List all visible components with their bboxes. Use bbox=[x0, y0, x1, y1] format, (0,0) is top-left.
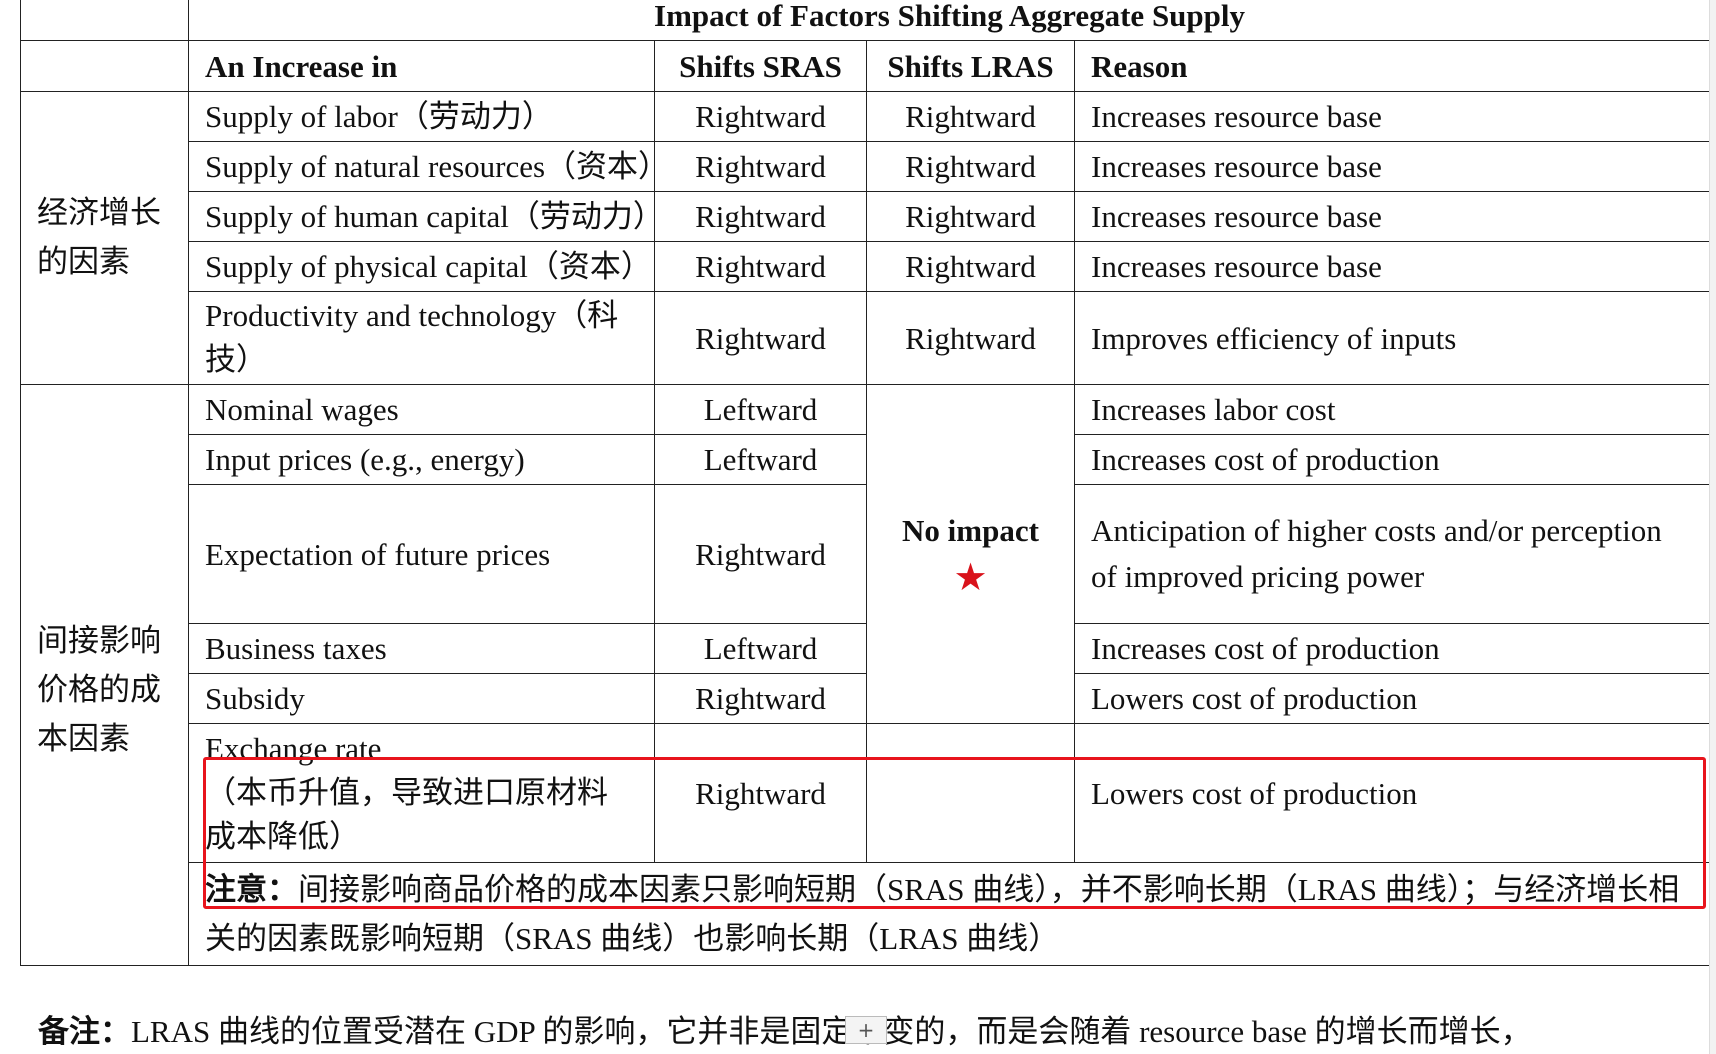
factor-exchange-rate: Exchange rate bbox=[205, 731, 382, 766]
table-title: Impact of Factors Shifting Aggregate Sup… bbox=[187, 0, 1712, 41]
table-row: Business taxes Leftward Increases cost o… bbox=[21, 623, 1712, 674]
table-row: Supply of human capital（劳动力） Rightward R… bbox=[21, 191, 1712, 242]
sras-cell: Rightward bbox=[654, 191, 867, 242]
reason-cell: Increases resource base bbox=[1073, 191, 1712, 242]
lras-cell: Rightward bbox=[866, 241, 1075, 292]
note-cell: 注意：间接影响商品价格的成本因素只影响短期（SRAS 曲线），并不影响长期（LR… bbox=[187, 862, 1712, 966]
factor-cell: Input prices (e.g., energy) bbox=[188, 434, 655, 485]
scrollbar[interactable] bbox=[1709, 0, 1716, 1054]
sras-cell: Leftward bbox=[654, 384, 867, 435]
aggregate-supply-table: Impact of Factors Shifting Aggregate Sup… bbox=[20, 0, 1712, 966]
table-row: Exchange rate （本币升值，导致进口原材料成本降低） Rightwa… bbox=[21, 723, 1712, 863]
header-reason: Reason bbox=[1073, 40, 1712, 92]
lras-no-impact-cell: No impact ★ bbox=[866, 384, 1075, 724]
footer-remark: 备注：LRAS 曲线的位置受潜在 GDP 的影响，它并非是固定不变的，而是会随着… bbox=[38, 1010, 1532, 1054]
footer-label: 备注： bbox=[38, 1014, 131, 1049]
sras-cell: Rightward bbox=[654, 673, 867, 724]
header-lras: Shifts LRAS bbox=[866, 40, 1075, 92]
factor-cell: Business taxes bbox=[188, 623, 655, 674]
group-label-cost: 间接影响价格的成本因素 bbox=[20, 384, 189, 966]
table-row: Productivity and technology（科技） Rightwar… bbox=[21, 291, 1712, 385]
title-row: Impact of Factors Shifting Aggregate Sup… bbox=[20, 0, 1712, 41]
reason-cell: Increases resource base bbox=[1073, 241, 1712, 292]
factor-cell: Nominal wages bbox=[188, 384, 655, 435]
lras-cell: Rightward bbox=[866, 291, 1075, 385]
group-label-growth: 经济增长的因素 bbox=[20, 91, 189, 385]
reason-cell: Lowers cost of production bbox=[1073, 673, 1712, 724]
factor-cell: Supply of physical capital（资本） bbox=[188, 241, 655, 292]
table-row: 经济增长的因素 Supply of labor（劳动力） Rightward R… bbox=[20, 91, 1712, 385]
reason-cell: Anticipation of higher costs and/or perc… bbox=[1073, 484, 1712, 624]
note-row: 注意：间接影响商品价格的成本因素只影响短期（SRAS 曲线），并不影响长期（LR… bbox=[21, 862, 1712, 966]
lras-cell: Rightward bbox=[866, 191, 1075, 242]
title-blank-cell bbox=[20, 0, 189, 41]
reason-cell: Increases cost of production bbox=[1073, 623, 1712, 674]
lras-cell: Rightward bbox=[866, 91, 1075, 142]
table-row: Supply of physical capital（资本） Rightward… bbox=[21, 241, 1712, 292]
table-row: Expectation of future prices Rightward A… bbox=[21, 484, 1712, 624]
note-text: 间接影响商品价格的成本因素只影响短期（SRAS 曲线），并不影响长期（LRAS … bbox=[205, 872, 1680, 956]
factor-cell: Expectation of future prices bbox=[188, 484, 655, 624]
sras-cell: Leftward bbox=[654, 434, 867, 485]
header-row: An Increase in Shifts SRAS Shifts LRAS R… bbox=[20, 40, 1712, 92]
add-button[interactable]: + bbox=[845, 1016, 887, 1044]
factor-cell: Exchange rate （本币升值，导致进口原材料成本降低） bbox=[188, 723, 655, 863]
sras-cell: Rightward bbox=[654, 141, 867, 192]
reason-cell: Lowers cost of production bbox=[1073, 723, 1712, 863]
footer-text: LRAS 曲线的位置受潜在 GDP 的影响，它并非是固定不变的，而是会随着 re… bbox=[131, 1014, 1532, 1049]
factor-exchange-rate-note: （本币升值，导致进口原材料成本降低） bbox=[205, 775, 608, 854]
header-blank-cell bbox=[20, 40, 189, 92]
sras-cell: Rightward bbox=[654, 484, 867, 624]
reason-cell: Increases resource base bbox=[1073, 91, 1712, 142]
factor-cell: Subsidy bbox=[188, 673, 655, 724]
sras-cell: Rightward bbox=[654, 723, 867, 863]
factor-cell: Supply of labor（劳动力） bbox=[188, 91, 655, 142]
lras-blank-cell bbox=[866, 723, 1075, 863]
star-icon: ★ bbox=[953, 555, 988, 599]
group-label-cost-text: 间接影响价格的成本因素 bbox=[37, 623, 161, 757]
sras-cell: Leftward bbox=[654, 623, 867, 674]
no-impact-label: No impact bbox=[902, 513, 1039, 548]
sras-cell: Rightward bbox=[654, 291, 867, 385]
sras-cell: Rightward bbox=[654, 91, 867, 142]
lras-cell: Rightward bbox=[866, 141, 1075, 192]
factor-cell: Supply of human capital（劳动力） bbox=[188, 191, 655, 242]
reason-cell: Increases labor cost bbox=[1073, 384, 1712, 435]
note-label: 注意： bbox=[205, 872, 298, 907]
header-sras: Shifts SRAS bbox=[654, 40, 867, 92]
factor-cell: Productivity and technology（科技） bbox=[188, 291, 655, 385]
table-row: Input prices (e.g., energy) Leftward Inc… bbox=[21, 434, 1712, 485]
sras-cell: Rightward bbox=[654, 241, 867, 292]
reason-cell: Improves efficiency of inputs bbox=[1073, 291, 1712, 385]
table-row: 间接影响价格的成本因素 Nominal wages Leftward No im… bbox=[20, 384, 1712, 966]
table-row: Subsidy Rightward Lowers cost of product… bbox=[21, 673, 1712, 724]
table-row: Supply of natural resources（资本） Rightwar… bbox=[21, 141, 1712, 192]
header-increase: An Increase in bbox=[188, 40, 655, 92]
reason-cell: Increases cost of production bbox=[1073, 434, 1712, 485]
factor-cell: Supply of natural resources（资本） bbox=[188, 141, 655, 192]
reason-cell: Increases resource base bbox=[1073, 141, 1712, 192]
